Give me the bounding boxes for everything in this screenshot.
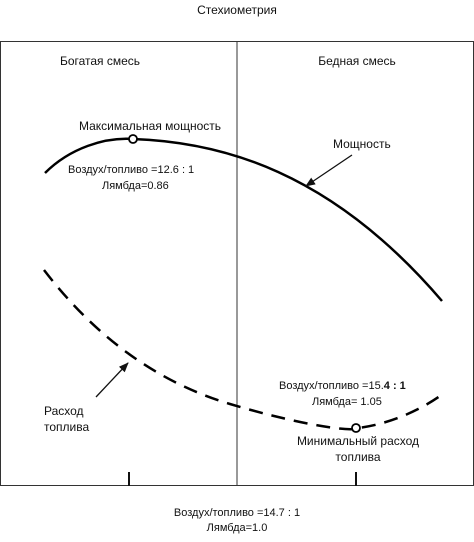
fuel-min-ratio-bold: 4 : 1 bbox=[384, 380, 406, 392]
fuel-curve-label-line2: топлива bbox=[44, 420, 89, 434]
power-curve-label: Мощность bbox=[333, 137, 391, 151]
fuel-curve-label-line1: Расход bbox=[44, 404, 84, 418]
region-label-lean: Бедная смесь bbox=[318, 54, 396, 68]
fuel-min-label-line1: Минимальный расход bbox=[297, 434, 419, 448]
fuel-min-lambda: Лямбда= 1.05 bbox=[312, 396, 382, 408]
region-label-rich: Богатая смесь bbox=[60, 54, 140, 68]
fuel-min-label-line2: топлива bbox=[335, 450, 380, 464]
fuel-arrow bbox=[95, 362, 129, 398]
fuel-min-ratio: Воздух/топливо =15.4 : 1 bbox=[279, 380, 406, 392]
power-peak-ratio: Воздух/топливо =12.6 : 1 bbox=[68, 164, 194, 176]
power-peak-marker bbox=[128, 134, 138, 144]
power-arrow bbox=[305, 154, 353, 187]
power-peak-label: Максимальная мощность bbox=[79, 119, 221, 133]
fuel-consumption-curve bbox=[43, 269, 441, 431]
power-peak-lambda: Лямбда=0.86 bbox=[102, 180, 169, 192]
stoich-lambda: Лямбда=1.0 bbox=[207, 522, 268, 534]
power-curve bbox=[44, 137, 443, 302]
fuel-min-ratio-prefix: Воздух/топливо =15. bbox=[279, 380, 384, 392]
fuel-min-marker bbox=[351, 423, 361, 433]
diagram-title: Стехиометрия bbox=[197, 3, 277, 17]
stoich-ratio: Воздух/топливо =14.7 : 1 bbox=[174, 507, 300, 519]
